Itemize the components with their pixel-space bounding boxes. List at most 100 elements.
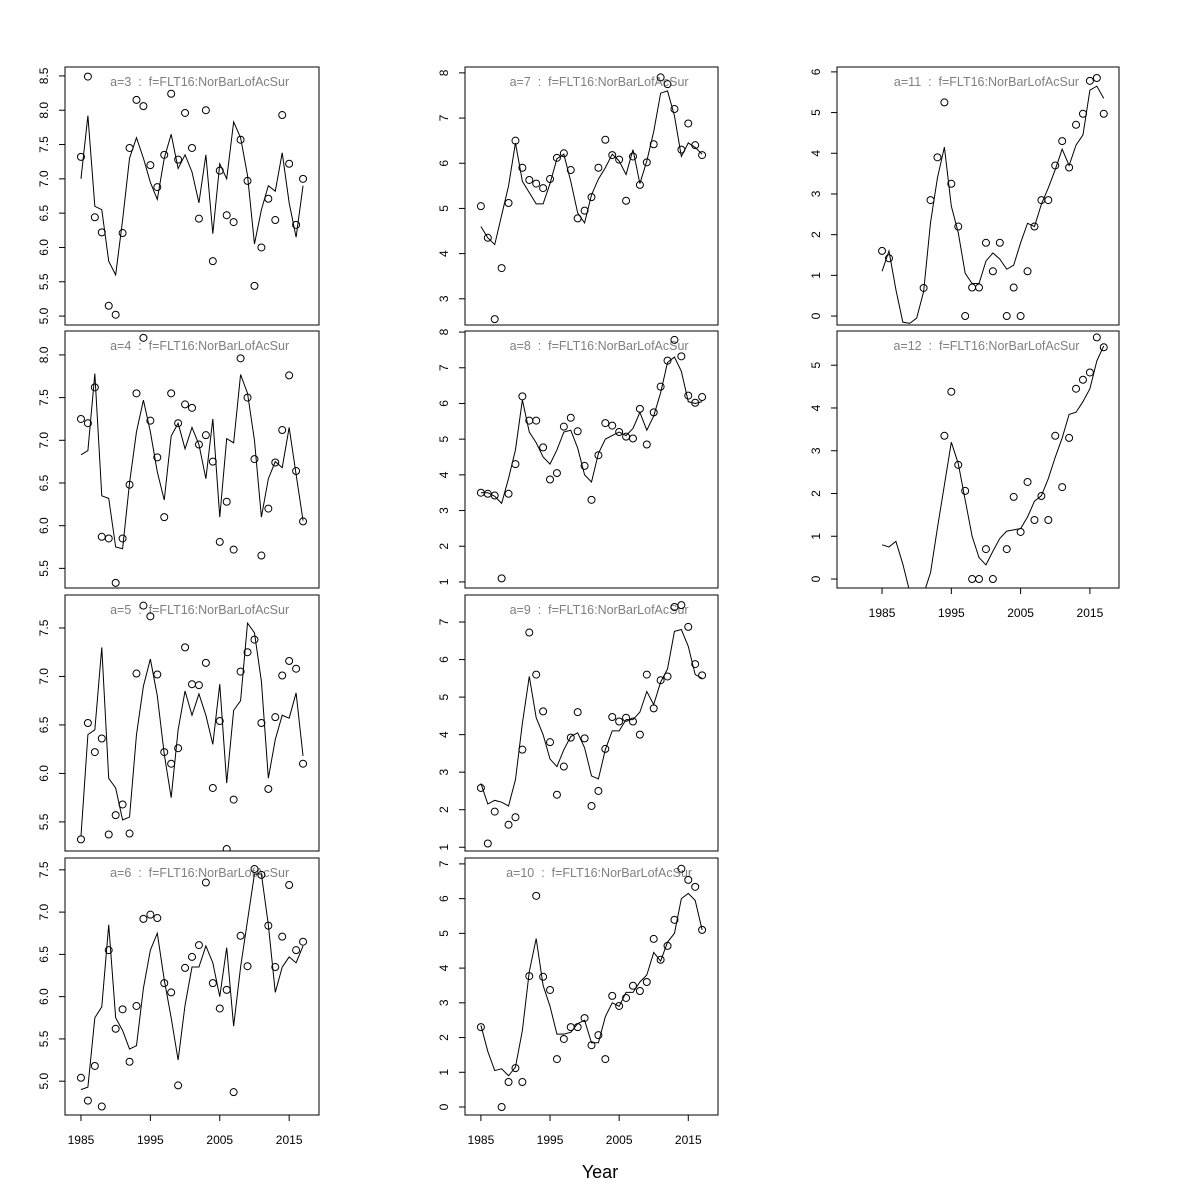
data-point [257,719,266,727]
data-point [580,461,589,470]
data-point [97,1102,106,1111]
data-point [497,1103,506,1112]
y-tick-label: 5.5 [37,1030,51,1047]
y-tick-label: 5.5 [37,813,51,830]
data-point [940,431,949,440]
data-point [1002,312,1011,321]
data-point [961,486,970,495]
data-point [76,414,85,423]
data-point [215,717,224,726]
plot-area [476,73,707,324]
data-point [1078,375,1087,384]
data-point [1044,516,1053,525]
data-point [628,434,637,443]
y-tick-label: 5 [809,109,823,116]
data-point [615,717,624,726]
y-tick-label: 3 [437,999,451,1006]
y-tick-label: 5.0 [37,307,51,324]
x-tick-label: 2005 [606,1133,633,1147]
plot-area [76,72,308,319]
data-point [573,427,582,436]
y-tick-label: 1 [437,578,451,585]
y-tick-label: 4 [437,731,451,738]
plot-area [878,73,1108,324]
plot-frame [64,857,320,1116]
data-point [642,670,651,679]
data-point [933,153,942,162]
y-tick-label: 5 [809,362,823,369]
data-point [299,937,308,946]
data-point [292,220,301,229]
data-point [90,383,99,392]
y-tick-label: 6.0 [37,988,51,1005]
y-tick-label: 3 [809,190,823,197]
data-point [677,352,686,361]
data-point [1002,545,1011,554]
data-point [483,233,492,242]
data-point [181,108,190,117]
data-point [601,744,610,753]
data-point [292,664,301,673]
panel: a=11 : f=FLT16:NorBarLofAcSur 0 1 2 3 4 5 6 [809,66,1120,326]
data-point [104,830,113,839]
plot-frame [836,330,1120,589]
x-tick-label: 1985 [869,606,896,620]
data-point [566,413,575,422]
data-point [188,403,196,412]
data-point [90,1061,99,1070]
data-point [174,1081,183,1090]
data-point [947,387,956,396]
y-tick-label: 6.0 [37,765,51,782]
panel-title: a=6 : f=FLT16:NorBarLofAcSur [110,866,289,880]
x-tick-label: 2005 [1007,606,1034,620]
y-tick-label: 5 [437,205,451,212]
data-point [559,149,568,158]
data-point [285,656,294,665]
data-point [264,504,273,513]
data-point [587,495,596,504]
panel-title: a=8 : f=FLT16:NorBarLofAcSur [510,339,689,353]
data-point [104,301,113,310]
data-point [90,213,99,222]
data-point [975,283,984,292]
data-point [194,681,203,690]
x-tick-label: 1985 [468,1133,495,1147]
fitted-line [881,85,1105,324]
fitted-line [480,892,703,1077]
data-point [1085,368,1094,377]
data-point [1099,343,1108,352]
data-point [532,179,541,188]
data-point [146,612,155,621]
y-tick-label: 7.5 [37,389,51,406]
y-tick-label: 7.0 [37,668,51,685]
data-point [250,455,259,464]
data-point [1037,492,1046,501]
data-point [601,1055,610,1064]
data-point [490,807,499,816]
y-tick-label: 6 [809,68,823,75]
panel: a=10 : f=FLT16:NorBarLofAcSur 0 1 2 3 4 5 6 7 198… [437,857,719,1147]
data-point [1072,384,1081,393]
panel: a=4 : f=FLT16:NorBarLofAcSur 5.5 6.0 6.5 7.0… [37,330,320,589]
data-point [691,660,700,669]
data-point [504,489,513,498]
data-point [670,335,679,344]
data-point [684,622,693,631]
data-point [628,981,637,990]
data-point [552,790,561,799]
data-point [278,426,287,435]
data-point [622,993,631,1002]
data-point [118,229,127,238]
data-point [188,952,196,961]
data-point [111,578,120,587]
data-point [656,382,665,391]
data-point [539,707,548,716]
data-point [539,443,548,452]
data-point [153,670,162,679]
y-tick-label: 3 [437,507,451,514]
data-point [698,925,707,934]
plot-frame [64,330,320,589]
y-tick-label: 6.5 [37,716,51,733]
y-tick-label: 7.0 [37,170,51,187]
